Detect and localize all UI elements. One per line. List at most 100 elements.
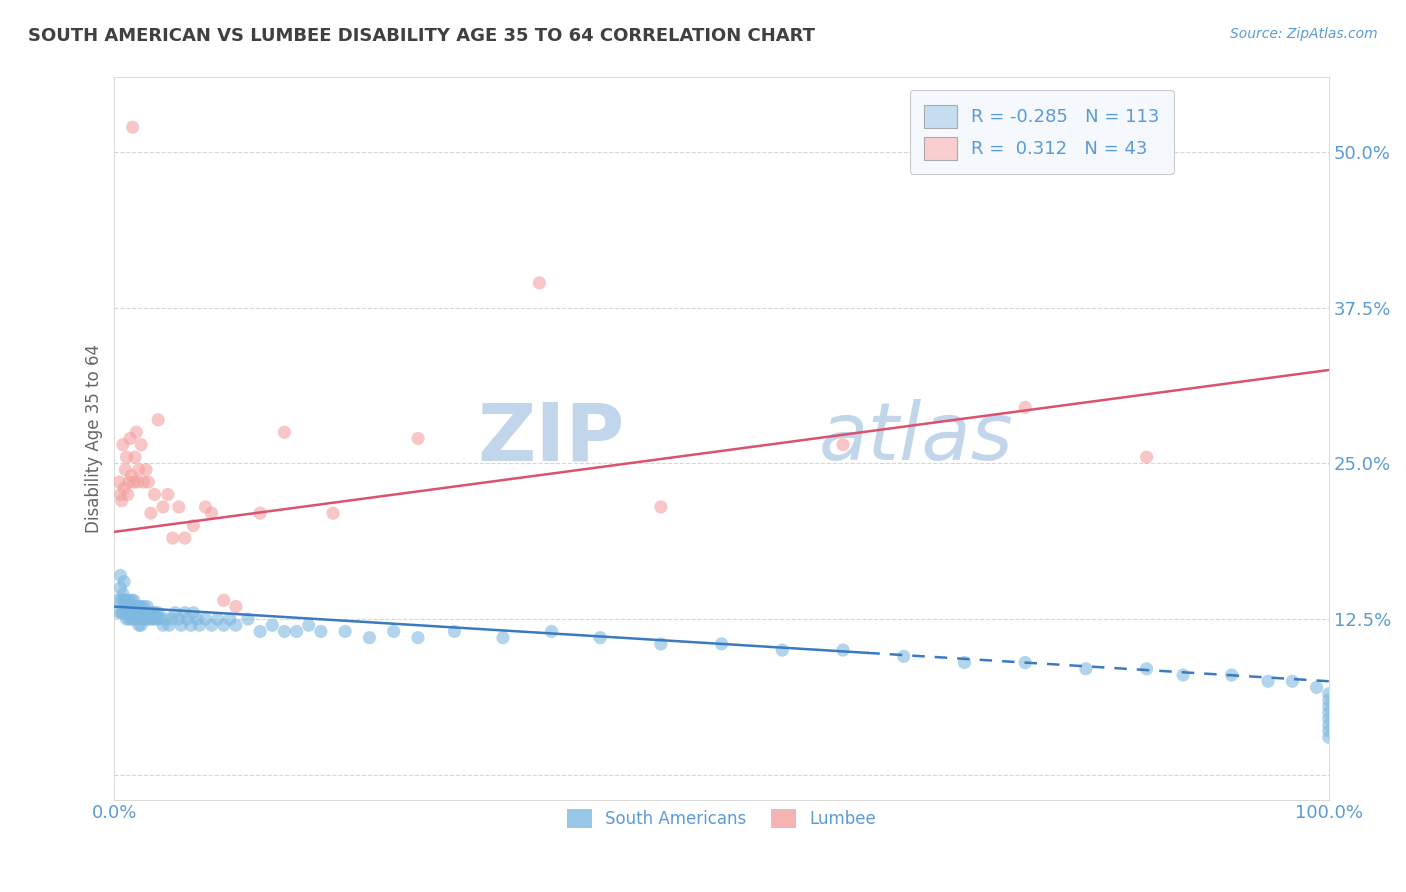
Point <box>1014 656 1036 670</box>
Point <box>135 606 157 620</box>
Point <box>225 599 247 614</box>
Point <box>212 593 235 607</box>
Point <box>170 618 193 632</box>
Point <box>173 606 195 620</box>
Point <box>165 606 187 620</box>
Text: Source: ZipAtlas.com: Source: ZipAtlas.com <box>1230 27 1378 41</box>
Point <box>1317 699 1340 714</box>
Point <box>107 593 129 607</box>
Point <box>121 606 143 620</box>
Point <box>218 612 240 626</box>
Point <box>129 599 152 614</box>
Point <box>152 500 174 514</box>
Point <box>1317 712 1340 726</box>
Point <box>139 506 162 520</box>
Point <box>1220 668 1243 682</box>
Point <box>953 656 976 670</box>
Point <box>200 506 222 520</box>
Point <box>212 618 235 632</box>
Point <box>832 643 855 657</box>
Point <box>131 606 153 620</box>
Point <box>118 475 141 489</box>
Point <box>1171 668 1194 682</box>
Point <box>122 612 145 626</box>
Point <box>111 587 134 601</box>
Point <box>114 593 136 607</box>
Point <box>1317 731 1340 745</box>
Point <box>124 599 146 614</box>
Point <box>131 612 153 626</box>
Point <box>139 606 162 620</box>
Point <box>156 487 179 501</box>
Point <box>589 631 612 645</box>
Point <box>134 606 156 620</box>
Point <box>1305 681 1327 695</box>
Legend: South Americans, Lumbee: South Americans, Lumbee <box>560 802 883 835</box>
Point <box>134 612 156 626</box>
Point <box>710 637 733 651</box>
Point <box>146 612 169 626</box>
Point <box>111 493 134 508</box>
Point <box>141 612 163 626</box>
Point <box>273 624 295 639</box>
Point <box>108 606 131 620</box>
Point <box>162 531 184 545</box>
Text: atlas: atlas <box>818 400 1014 477</box>
Point <box>129 618 152 632</box>
Point <box>167 500 190 514</box>
Point <box>127 475 149 489</box>
Point <box>194 612 217 626</box>
Point <box>492 631 515 645</box>
Point <box>200 618 222 632</box>
Point <box>129 612 152 626</box>
Point <box>225 618 247 632</box>
Point <box>540 624 562 639</box>
Point <box>135 462 157 476</box>
Point <box>125 606 148 620</box>
Point <box>167 612 190 626</box>
Point <box>893 649 915 664</box>
Point <box>118 612 141 626</box>
Point <box>142 606 165 620</box>
Point <box>129 438 152 452</box>
Point <box>145 606 167 620</box>
Point <box>406 631 429 645</box>
Point <box>157 618 180 632</box>
Point <box>118 593 141 607</box>
Point <box>160 612 183 626</box>
Point <box>1074 662 1097 676</box>
Point <box>180 618 202 632</box>
Point <box>121 120 143 135</box>
Point <box>112 593 135 607</box>
Point <box>146 606 169 620</box>
Point <box>146 413 169 427</box>
Point <box>117 599 139 614</box>
Point <box>188 618 211 632</box>
Point <box>249 506 271 520</box>
Text: SOUTH AMERICAN VS LUMBEE DISABILITY AGE 35 TO 64 CORRELATION CHART: SOUTH AMERICAN VS LUMBEE DISABILITY AGE … <box>28 27 815 45</box>
Point <box>186 612 208 626</box>
Point <box>124 450 146 465</box>
Point <box>127 599 149 614</box>
Point <box>194 500 217 514</box>
Point <box>138 612 160 626</box>
Point <box>112 481 135 495</box>
Point <box>322 506 344 520</box>
Point <box>120 593 142 607</box>
Point <box>114 462 136 476</box>
Point <box>120 468 142 483</box>
Point <box>115 612 138 626</box>
Point <box>128 618 150 632</box>
Point <box>108 475 131 489</box>
Point <box>382 624 405 639</box>
Point <box>1317 693 1340 707</box>
Point <box>125 425 148 440</box>
Point <box>138 475 160 489</box>
Point <box>115 593 138 607</box>
Point <box>176 612 198 626</box>
Point <box>111 606 134 620</box>
Point <box>122 475 145 489</box>
Point <box>110 581 132 595</box>
Point <box>298 618 321 632</box>
Point <box>359 631 381 645</box>
